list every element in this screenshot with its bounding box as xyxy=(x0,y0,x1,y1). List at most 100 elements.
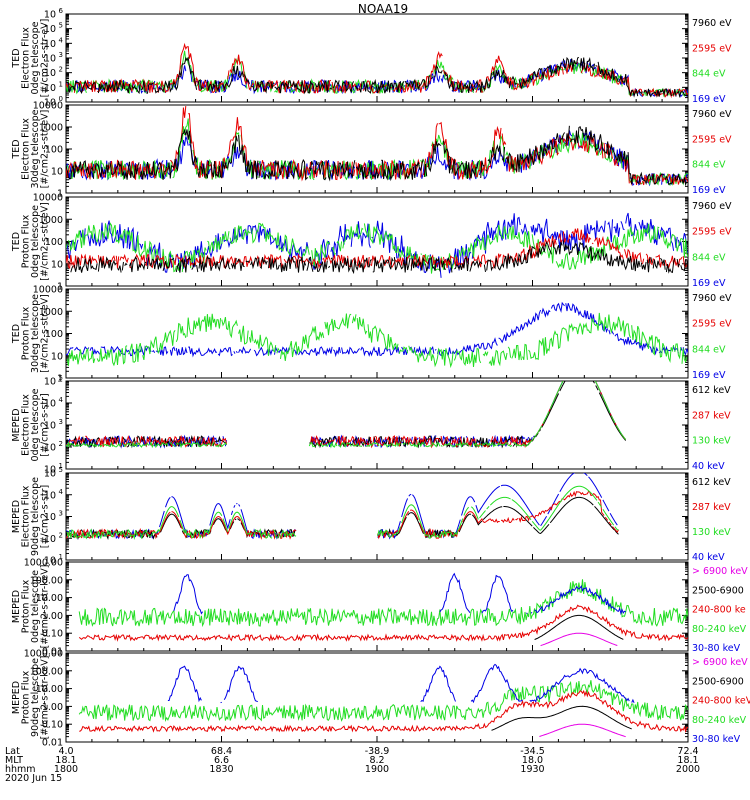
y-label-line: Electron Flux xyxy=(20,485,31,547)
legend-entry: > 6900 keV xyxy=(692,566,748,577)
y-tick-label: 10000 xyxy=(33,285,63,296)
y-label-line: Proton Flux xyxy=(20,306,31,360)
y-tick-label: 10 xyxy=(44,24,56,35)
footer-lat-value: -34.5 xyxy=(520,746,545,757)
series-80-240 xyxy=(78,680,688,722)
y-label-line: [#/cm2-s-str] xyxy=(39,485,50,548)
y-tick-label: 0.10 xyxy=(42,720,63,731)
y-tick-label: 10000 xyxy=(33,193,63,204)
legend-entry: 130 keV xyxy=(692,436,731,447)
legend-entry: 2595 eV xyxy=(692,227,732,238)
y-label-line: 0deg telescope xyxy=(30,205,41,278)
legend-entry: 612 keV xyxy=(692,477,731,488)
footer-lat-value: 4.0 xyxy=(58,746,73,757)
time-axis-footer: LatMLThhmm4.018.1180068.46.61830-38.98.2… xyxy=(5,746,700,784)
y-tick-label: 0.10 xyxy=(42,629,63,640)
series-gt6900 xyxy=(539,723,626,738)
footer-mlt-value: 18.1 xyxy=(677,755,698,766)
legend-entry: 2595 eV xyxy=(692,134,732,145)
series-ch3 xyxy=(66,485,619,540)
footer-hhmm-value: 1800 xyxy=(54,764,78,775)
y-label-line: [#/cm2-s-str-eV] xyxy=(39,19,50,98)
legend-entry: 7960 eV xyxy=(692,293,732,304)
footer-hhmm-value: 1930 xyxy=(520,764,544,775)
legend-entry: 844 eV xyxy=(692,344,726,355)
legend-entry: 7960 eV xyxy=(692,201,732,212)
y-tick-label: 100 xyxy=(45,145,63,156)
footer-mlt-value: 6.6 xyxy=(214,755,229,766)
chart-title: NOAA19 xyxy=(358,2,408,16)
legend-entry: 30-80 keV xyxy=(692,643,741,654)
y-tick-label: 10 xyxy=(44,556,56,567)
y-label-line: MEPED xyxy=(11,408,22,441)
y-tick-label: 10 xyxy=(51,351,63,362)
y-tick-label: 10 xyxy=(44,443,56,454)
series-ch1 xyxy=(66,56,688,98)
y-tick-label: 10 xyxy=(44,469,56,480)
legend-entry: 80-240 keV xyxy=(692,624,747,635)
legend-entry: 844 eV xyxy=(692,69,726,80)
data-traces xyxy=(66,472,619,539)
series-ch4 xyxy=(66,301,688,358)
y-label-line: TED xyxy=(11,232,22,252)
data-traces xyxy=(66,106,688,185)
y-tick-label: 10 xyxy=(44,83,56,94)
y-label-line: 0deg telescope xyxy=(30,388,41,461)
y-tick-exponent: 1 xyxy=(59,553,63,561)
legend-entry: 7960 eV xyxy=(692,18,732,29)
y-label-line: 30deg telescope xyxy=(30,109,41,188)
series-80-240 xyxy=(78,579,688,628)
footer-lat-value: 72.4 xyxy=(677,746,698,757)
y-tick-label: 1 xyxy=(57,374,63,385)
y-label-line: [#/cm2-s-str] xyxy=(39,393,50,456)
y-tick-label: 10 xyxy=(44,490,56,501)
y-tick-label: 10 xyxy=(44,39,56,50)
legend-entry: 287 keV xyxy=(692,410,731,421)
y-tick-label: 10 xyxy=(44,465,56,476)
panel-8: 0.010.101.0010.00100.001000.00MEPEDProto… xyxy=(11,649,750,749)
y-tick-exponent: 4 xyxy=(59,488,64,496)
y-tick-exponent: 5 xyxy=(59,466,63,474)
series-ch1 xyxy=(66,496,619,540)
y-label-line: Electron Flux xyxy=(20,394,31,456)
footer-mlt-value: 18.1 xyxy=(55,755,76,766)
y-tick-label: 10 xyxy=(44,10,56,21)
y-label-line: 30deg telescope xyxy=(30,294,41,373)
data-traces xyxy=(78,663,688,738)
y-tick-exponent: 3 xyxy=(59,510,63,518)
series-ch3 xyxy=(66,381,627,449)
y-label-line: 90deg telescope xyxy=(30,477,41,556)
series-ch3 xyxy=(66,222,688,274)
y-label-line: 0deg telescope xyxy=(30,21,41,94)
y-label-line: TED xyxy=(11,48,22,68)
legend-entry: 169 eV xyxy=(692,278,726,289)
y-tick-label: 10 xyxy=(44,68,56,79)
y-tick-exponent: 4 xyxy=(59,396,64,404)
panel-frame xyxy=(65,652,689,743)
y-tick-label: 10000 xyxy=(33,101,63,112)
y-tick-label: 10.00 xyxy=(36,684,63,695)
legend-entry: 844 eV xyxy=(692,252,726,263)
footer-row-label: hhmm xyxy=(5,764,36,775)
footer-hhmm-value: 1830 xyxy=(209,764,233,775)
footer-mlt-value: 8.2 xyxy=(369,755,384,766)
y-tick-exponent: 6 xyxy=(59,7,64,15)
legend-entry: 612 keV xyxy=(692,385,731,396)
y-tick-label: 1.00 xyxy=(42,611,63,622)
y-label-line: MEPED xyxy=(11,590,22,623)
y-tick-label: 1 xyxy=(57,282,63,293)
y-tick-exponent: 1 xyxy=(59,462,63,470)
data-traces xyxy=(66,212,688,278)
y-label-line: Electron Flux xyxy=(20,27,31,89)
